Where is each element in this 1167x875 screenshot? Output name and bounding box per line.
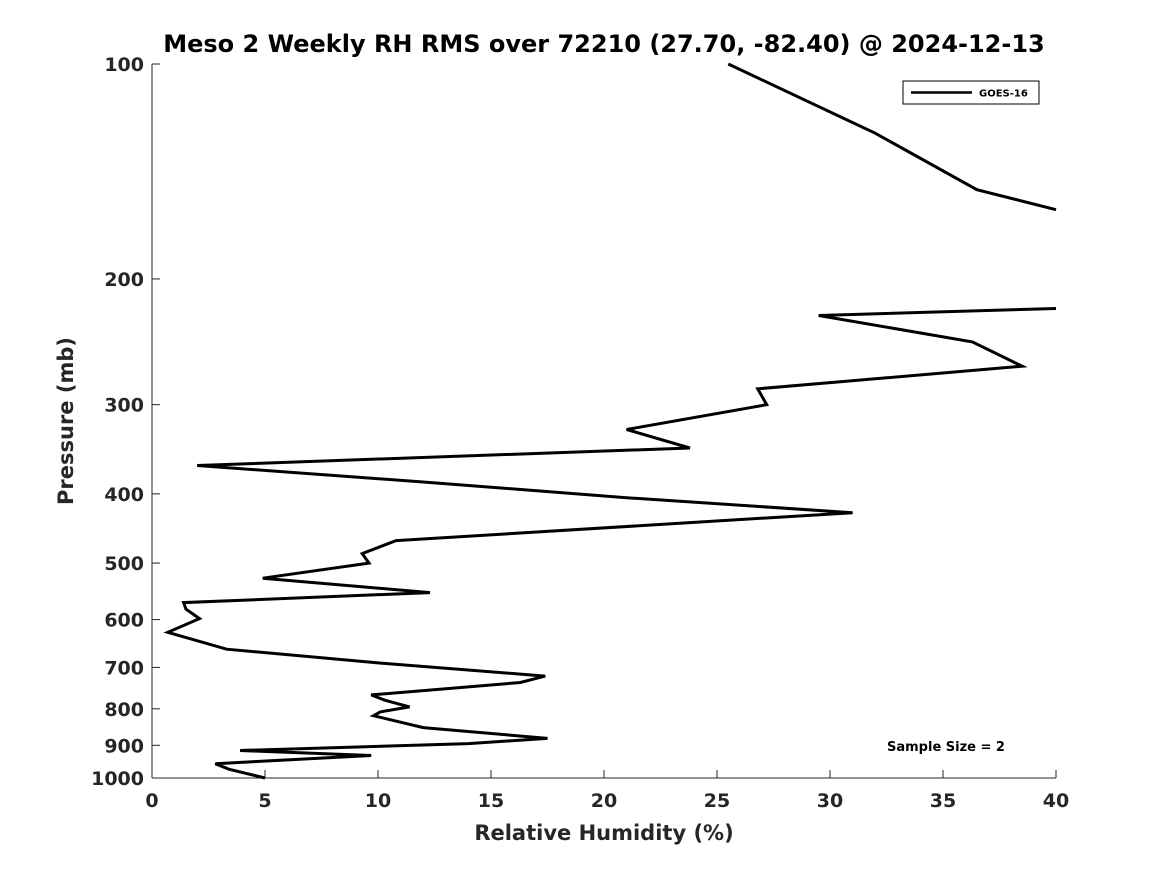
y-axis-label: Pressure (mb) [54, 337, 78, 505]
x-tick-label: 40 [1043, 790, 1069, 812]
sample-size-annotation: Sample Size = 2 [887, 740, 1005, 755]
series-line-goes-16 [163, 307, 1057, 780]
y-tick-label: 500 [104, 553, 144, 575]
legend-label-goes-16: GOES-16 [979, 89, 1028, 100]
x-tick-label: 25 [704, 790, 730, 812]
y-tick-label: 200 [104, 269, 144, 291]
y-tick-label: 400 [104, 484, 144, 506]
y-tick-label: 600 [104, 610, 144, 632]
x-tick-label: 15 [478, 790, 504, 812]
y-tick-label: 800 [104, 699, 144, 721]
y-tick-label: 900 [104, 735, 144, 757]
axis-ticks: 0 5 10 15 20 25 30 35 40 100 200 300 400 500 600 700 800… [91, 54, 1069, 812]
x-axis-label: Relative Humidity (%) [474, 821, 733, 845]
legend: GOES-16 [902, 80, 1040, 105]
y-tick-label: 300 [104, 395, 144, 417]
y-tick-label: 100 [104, 54, 144, 76]
series-line-goes-16 [727, 62, 1057, 212]
x-tick-label: 10 [365, 790, 391, 812]
series-lines [163, 62, 1057, 780]
x-tick-label: 35 [930, 790, 956, 812]
x-tick-label: 20 [591, 790, 617, 812]
x-tick-label: 0 [145, 790, 158, 812]
y-tick-label: 700 [104, 657, 144, 679]
chart-title: Meso 2 Weekly RH RMS over 72210 (27.70, … [163, 30, 1045, 58]
x-tick-label: 30 [817, 790, 843, 812]
x-tick-label: 5 [258, 790, 271, 812]
y-tick-label: 1000 [91, 768, 144, 790]
plot-area [151, 64, 1056, 779]
